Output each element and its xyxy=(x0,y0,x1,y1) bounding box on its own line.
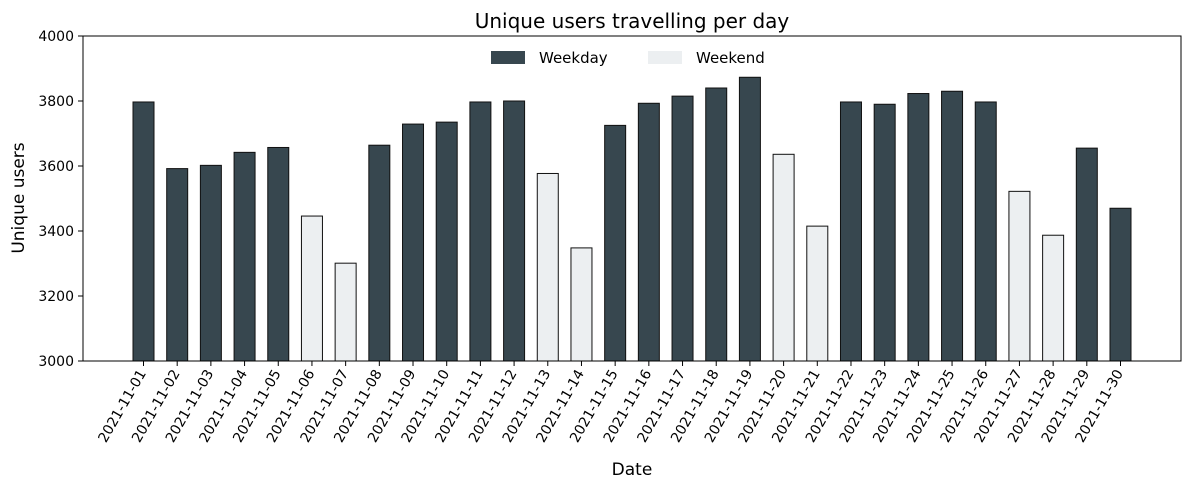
bar-2021-11-24 xyxy=(907,93,930,362)
bar-2021-11-18 xyxy=(705,87,728,362)
legend-label-weekday: Weekday xyxy=(539,49,608,67)
bar-2021-11-11 xyxy=(469,101,492,362)
y-tick-label: 4000 xyxy=(38,29,74,45)
bar-2021-11-12 xyxy=(503,100,526,362)
bar-2021-11-27 xyxy=(1008,190,1031,362)
bar-2021-11-05 xyxy=(267,146,290,362)
legend-swatch-weekday xyxy=(491,51,525,64)
y-tick-label: 3200 xyxy=(38,289,74,305)
bar-2021-11-09 xyxy=(402,123,425,362)
bar-2021-11-16 xyxy=(637,102,660,362)
bar-2021-11-07 xyxy=(334,262,357,362)
bar-2021-11-01 xyxy=(132,101,155,362)
bar-2021-11-15 xyxy=(604,124,627,362)
x-axis-label: Date xyxy=(612,460,653,480)
y-axis: 3000 3200 3400 3600 3800 4000 xyxy=(38,29,83,370)
y-axis-label: Unique users xyxy=(9,142,29,253)
legend: Weekday Weekend xyxy=(491,49,765,67)
plot-frame xyxy=(82,35,1182,362)
bar-2021-11-30 xyxy=(1109,207,1132,362)
legend-swatch-weekend xyxy=(648,51,682,64)
bar-2021-11-25 xyxy=(941,90,964,362)
bar-2021-11-26 xyxy=(974,101,997,362)
bar-2021-11-08 xyxy=(368,144,391,362)
y-tick-label: 3000 xyxy=(38,354,74,370)
bar-2021-11-28 xyxy=(1042,234,1065,362)
chart-title: Unique users travelling per day xyxy=(475,9,790,33)
y-tick-label: 3800 xyxy=(38,94,74,110)
bar-2021-11-23 xyxy=(873,103,896,362)
y-tick-label: 3400 xyxy=(38,224,74,240)
bar-2021-11-10 xyxy=(435,121,458,362)
bar-2021-11-22 xyxy=(839,101,862,362)
bar-2021-11-20 xyxy=(772,153,795,362)
bar-2021-11-17 xyxy=(671,95,694,362)
legend-label-weekend: Weekend xyxy=(696,49,765,67)
bar-2021-11-14 xyxy=(570,247,593,362)
bar-2021-11-06 xyxy=(300,215,323,362)
bar-2021-11-02 xyxy=(166,168,189,362)
bar-2021-11-03 xyxy=(199,164,222,362)
bar-2021-11-21 xyxy=(806,225,829,362)
x-axis: 2021-11-012021-11-022021-11-032021-11-04… xyxy=(95,361,1127,445)
bar-2021-11-04 xyxy=(233,151,256,362)
bar-2021-11-13 xyxy=(536,172,559,362)
bar-2021-11-19 xyxy=(738,76,761,362)
bar-2021-11-29 xyxy=(1075,147,1098,362)
bars xyxy=(132,76,1132,362)
y-tick-label: 3600 xyxy=(38,159,74,175)
